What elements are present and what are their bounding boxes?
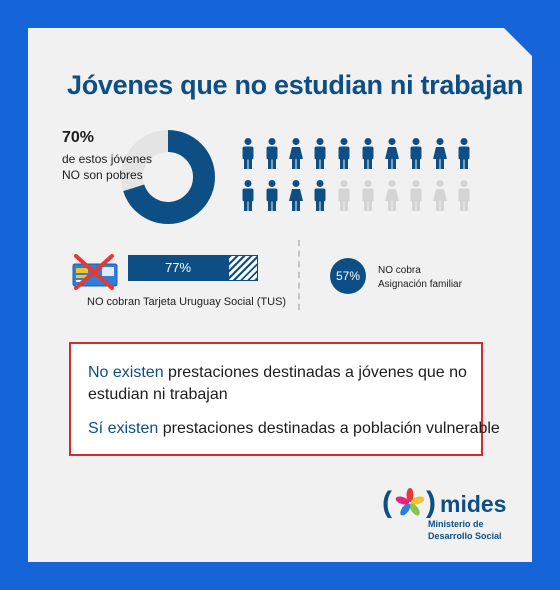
man-icon bbox=[266, 138, 278, 169]
people-grid bbox=[242, 138, 470, 211]
asignacion-line-2: Asignación familiar bbox=[378, 279, 462, 290]
man-icon bbox=[410, 138, 422, 169]
logo-star bbox=[395, 488, 425, 516]
tus-label: NO cobran Tarjeta Uruguay Social (TUS) bbox=[87, 296, 287, 308]
tus-progress-bar: 77% bbox=[128, 255, 258, 281]
logo-paren-right: ) bbox=[426, 486, 436, 519]
asignacion-percent-badge: 57% bbox=[330, 258, 366, 294]
tus-card-icon bbox=[72, 254, 118, 290]
stat-line-2: NO son pobres bbox=[62, 168, 143, 182]
man-icon bbox=[410, 180, 422, 211]
woman-icon bbox=[385, 138, 399, 169]
box-line-1-highlight: No existen bbox=[88, 364, 164, 381]
man-icon bbox=[314, 180, 326, 211]
man-icon bbox=[362, 138, 374, 169]
box-line-3-highlight: Sí existen bbox=[88, 420, 159, 437]
box-line-3: Sí existen prestaciones destinadas a pob… bbox=[88, 420, 500, 438]
woman-icon bbox=[289, 138, 303, 169]
woman-icon bbox=[433, 180, 447, 211]
page-title: Jóvenes que no estudian ni trabajan bbox=[67, 70, 524, 100]
donut-chart bbox=[121, 130, 215, 224]
man-icon bbox=[242, 180, 254, 211]
woman-icon bbox=[385, 180, 399, 211]
card-stripe-2 bbox=[76, 275, 90, 278]
man-icon bbox=[458, 180, 470, 211]
logo-petal-pink bbox=[395, 496, 410, 505]
dashed-divider bbox=[298, 240, 300, 310]
box-line-1-text: prestaciones destinadas a jóvenes que no bbox=[163, 364, 467, 381]
box-line-3-text: prestaciones destinadas a población vuln… bbox=[158, 420, 500, 437]
infographic-card: Jóvenes que no estudian ni trabajan 70% … bbox=[28, 28, 532, 562]
cross-line-2 bbox=[74, 254, 114, 290]
stat-percent: 70% bbox=[62, 129, 95, 146]
man-icon bbox=[458, 138, 470, 169]
logo-petal-green bbox=[409, 503, 420, 516]
card-stripe-1 bbox=[76, 268, 88, 273]
man-icon bbox=[362, 180, 374, 211]
man-icon bbox=[338, 180, 350, 211]
box-line-1: No existen prestaciones destinadas a jóv… bbox=[88, 364, 467, 382]
card-chip bbox=[102, 267, 114, 276]
logo-petal-blue bbox=[400, 503, 411, 516]
tus-bar-fill: 77% bbox=[128, 255, 229, 281]
logo-wordmark: mides bbox=[440, 491, 507, 517]
logo-subtitle-2: Desarrollo Social bbox=[428, 531, 502, 541]
stat-line-1: de estos jóvenes bbox=[62, 152, 153, 166]
logo-petal-yellow bbox=[410, 496, 425, 505]
woman-icon bbox=[433, 138, 447, 169]
tus-bar-remainder bbox=[228, 255, 258, 281]
logo-paren-left: ( bbox=[382, 486, 392, 519]
logo-petal-red bbox=[406, 488, 414, 502]
box-line-2: estudian ni trabajan bbox=[88, 386, 228, 403]
logo-subtitle-1: Ministerio de bbox=[428, 519, 484, 529]
mides-logo-icon: ( ) bbox=[382, 486, 436, 519]
man-icon bbox=[242, 138, 254, 169]
man-icon bbox=[338, 138, 350, 169]
man-icon bbox=[266, 180, 278, 211]
prestaciones-box: No existen prestaciones destinadas a jóv… bbox=[69, 342, 500, 456]
woman-icon bbox=[289, 180, 303, 211]
asignacion-line-1: NO cobra bbox=[378, 265, 421, 276]
man-icon bbox=[314, 138, 326, 169]
donut-value-arc bbox=[121, 130, 215, 224]
